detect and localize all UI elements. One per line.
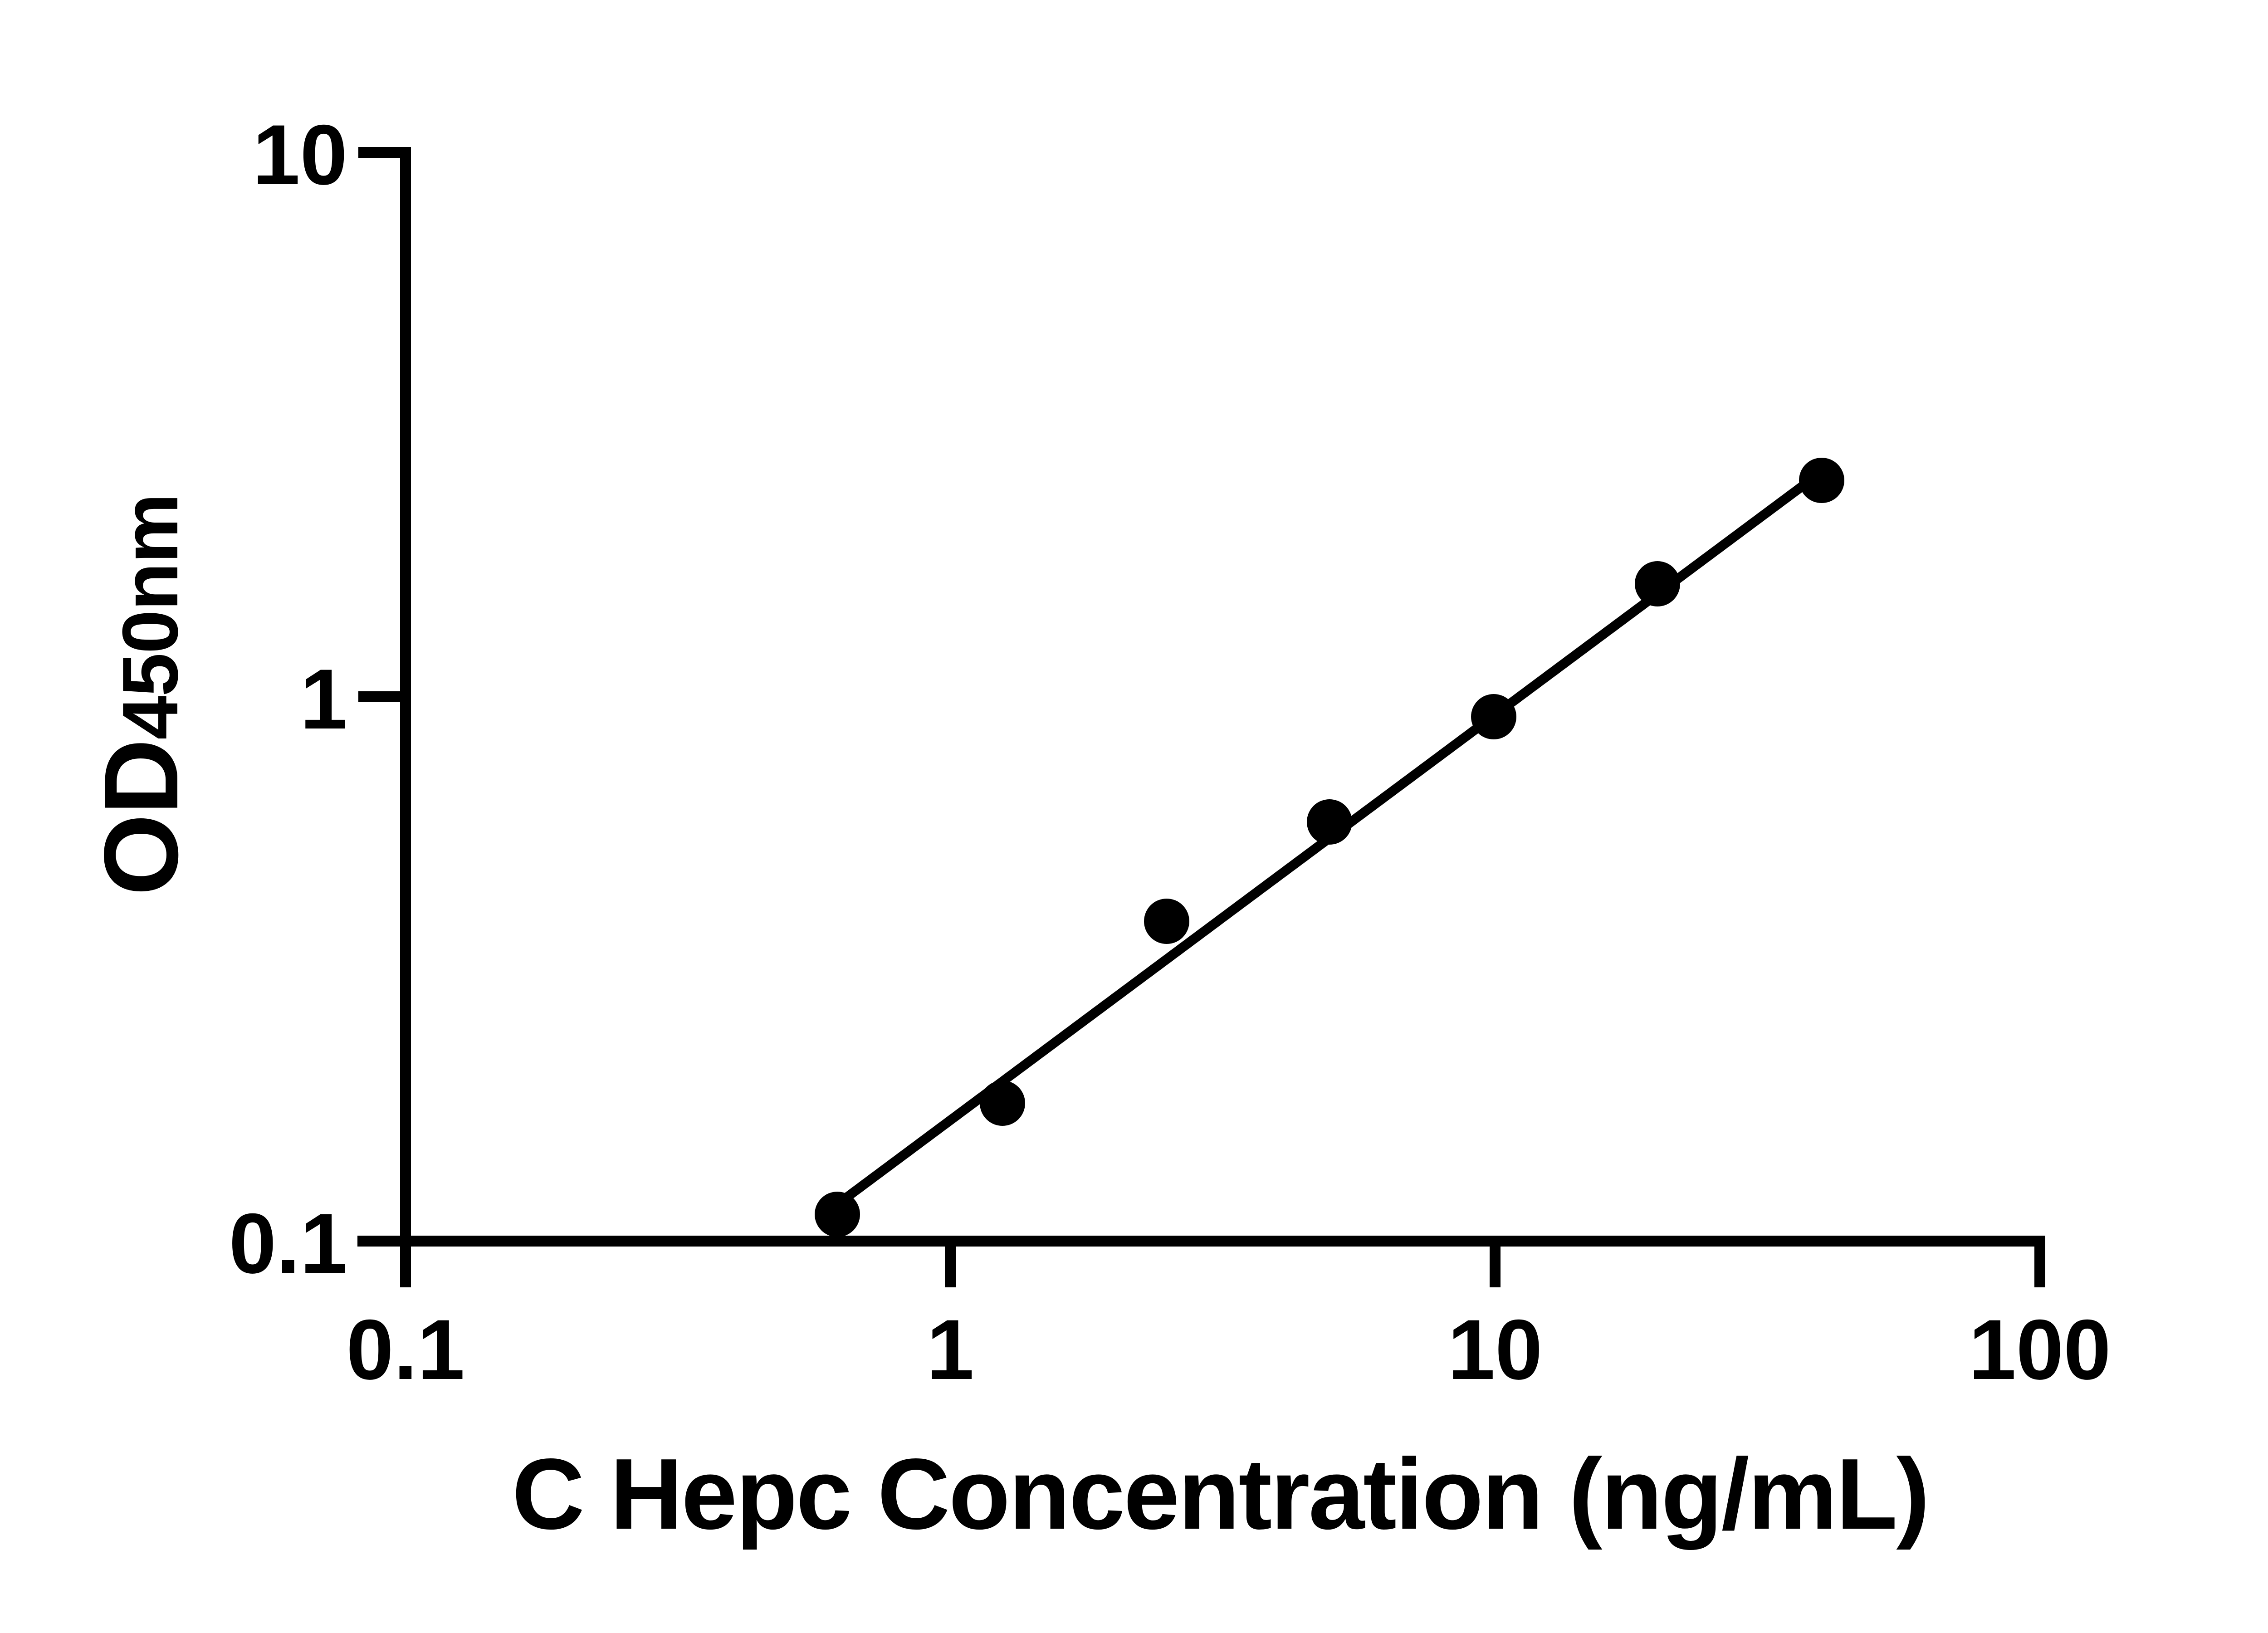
svg-text:100: 100 bbox=[1969, 1302, 2111, 1397]
svg-text:OD450nm: OD450nm bbox=[83, 494, 200, 895]
svg-text:1: 1 bbox=[927, 1302, 974, 1397]
svg-text:10: 10 bbox=[253, 107, 347, 202]
svg-text:0.1: 0.1 bbox=[346, 1302, 464, 1397]
svg-text:0.1: 0.1 bbox=[229, 1196, 347, 1291]
svg-text:1: 1 bbox=[300, 651, 347, 747]
svg-text:C Hepc Concentration (ng/mL): C Hepc Concentration (ng/mL) bbox=[512, 1438, 1929, 1550]
svg-text:10: 10 bbox=[1447, 1302, 1542, 1397]
